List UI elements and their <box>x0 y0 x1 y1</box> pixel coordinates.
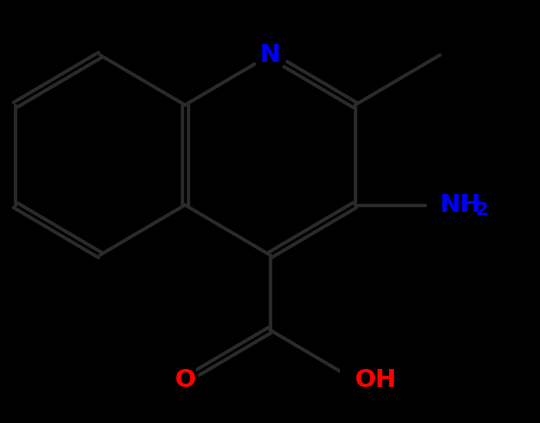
Text: 2: 2 <box>476 201 489 219</box>
Bar <box>174 368 196 392</box>
Bar <box>259 43 281 67</box>
Bar <box>340 368 380 392</box>
Text: NH: NH <box>440 193 482 217</box>
Text: N: N <box>260 43 280 67</box>
Bar <box>430 193 485 217</box>
Text: O: O <box>174 368 195 392</box>
Text: OH: OH <box>355 368 397 392</box>
